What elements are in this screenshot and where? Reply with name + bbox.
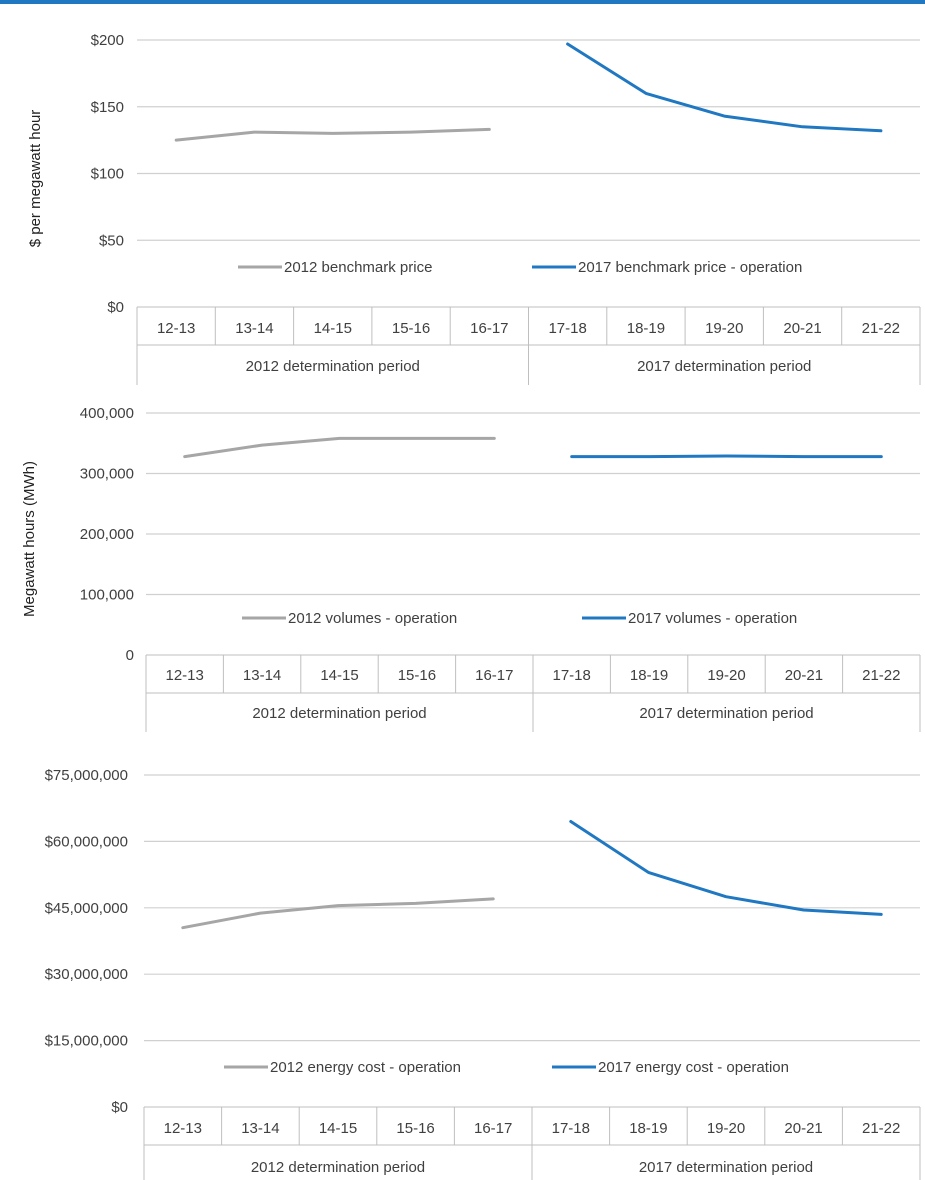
y-tick-label: $60,000,000 xyxy=(45,833,128,850)
x-category-label: 21-22 xyxy=(862,1120,900,1137)
y-axis-title: $ per megawatt hour xyxy=(27,110,44,248)
period-label: 2017 determination period xyxy=(639,1159,813,1176)
x-category-label: 19-20 xyxy=(707,667,745,684)
x-category-label: 16-17 xyxy=(475,667,513,684)
y-tick-label: $75,000,000 xyxy=(45,767,128,784)
x-category-label: 21-22 xyxy=(862,667,900,684)
period-label: 2017 determination period xyxy=(637,358,811,375)
x-category-label: 12-13 xyxy=(164,1120,202,1137)
x-category-label: 15-16 xyxy=(396,1120,434,1137)
y-tick-label: $30,000,000 xyxy=(45,966,128,983)
header-rule xyxy=(0,0,925,4)
period-label: 2012 determination period xyxy=(252,705,426,722)
series-line-2017 xyxy=(566,42,883,133)
x-category-label: 19-20 xyxy=(705,320,743,337)
x-category-label: 12-13 xyxy=(166,667,204,684)
series-line-2012 xyxy=(174,127,491,142)
y-tick-label: $0 xyxy=(111,1099,128,1116)
x-category-label: 17-18 xyxy=(553,667,591,684)
y-tick-label: 200,000 xyxy=(80,526,134,543)
legend-label: 2012 benchmark price xyxy=(284,259,432,276)
x-category-label: 14-15 xyxy=(319,1120,357,1137)
x-category-label: 18-19 xyxy=(627,320,665,337)
x-category-label: 20-21 xyxy=(785,667,823,684)
y-tick-label: 400,000 xyxy=(80,405,134,422)
x-category-label: 20-21 xyxy=(783,320,821,337)
x-category-label: 20-21 xyxy=(784,1120,822,1137)
x-category-label: 15-16 xyxy=(398,667,436,684)
period-label: 2012 determination period xyxy=(251,1159,425,1176)
y-tick-label: $100 xyxy=(91,166,124,183)
x-category-label: 17-18 xyxy=(548,320,586,337)
legend-label: 2017 benchmark price - operation xyxy=(578,259,802,276)
y-tick-label: $0 xyxy=(107,299,124,316)
y-tick-label: $45,000,000 xyxy=(45,900,128,917)
x-category-label: 15-16 xyxy=(392,320,430,337)
x-category-label: 12-13 xyxy=(157,320,195,337)
x-category-label: 14-15 xyxy=(320,667,358,684)
y-axis-title: Megawatt hours (MWh) xyxy=(21,461,38,617)
x-category-label: 17-18 xyxy=(552,1120,590,1137)
series-line-2012 xyxy=(183,436,496,459)
series-line-2017 xyxy=(570,454,883,459)
y-tick-label: 0 xyxy=(126,647,134,664)
legend-label: 2012 volumes - operation xyxy=(288,610,457,627)
x-category-label: 18-19 xyxy=(630,667,668,684)
period-label: 2012 determination period xyxy=(246,358,420,375)
x-category-label: 13-14 xyxy=(243,667,281,684)
y-tick-label: 100,000 xyxy=(80,587,134,604)
legend-label: 2012 energy cost - operation xyxy=(270,1059,461,1076)
series-line-2012 xyxy=(181,897,495,930)
series-line-2017 xyxy=(569,820,883,916)
legend-label: 2017 energy cost - operation xyxy=(598,1059,789,1076)
x-category-label: 16-17 xyxy=(470,320,508,337)
x-category-label: 16-17 xyxy=(474,1120,512,1137)
y-tick-label: $150 xyxy=(91,99,124,116)
y-tick-label: $15,000,000 xyxy=(45,1033,128,1050)
y-tick-label: $200 xyxy=(91,32,124,49)
x-category-label: 14-15 xyxy=(314,320,352,337)
legend-label: 2017 volumes - operation xyxy=(628,610,797,627)
y-tick-label: 300,000 xyxy=(80,466,134,483)
x-category-label: 19-20 xyxy=(707,1120,745,1137)
y-tick-label: $50 xyxy=(99,232,124,249)
period-label: 2017 determination period xyxy=(639,705,813,722)
x-category-label: 18-19 xyxy=(629,1120,667,1137)
x-category-label: 21-22 xyxy=(862,320,900,337)
x-category-label: 13-14 xyxy=(241,1120,279,1137)
x-category-label: 13-14 xyxy=(235,320,273,337)
